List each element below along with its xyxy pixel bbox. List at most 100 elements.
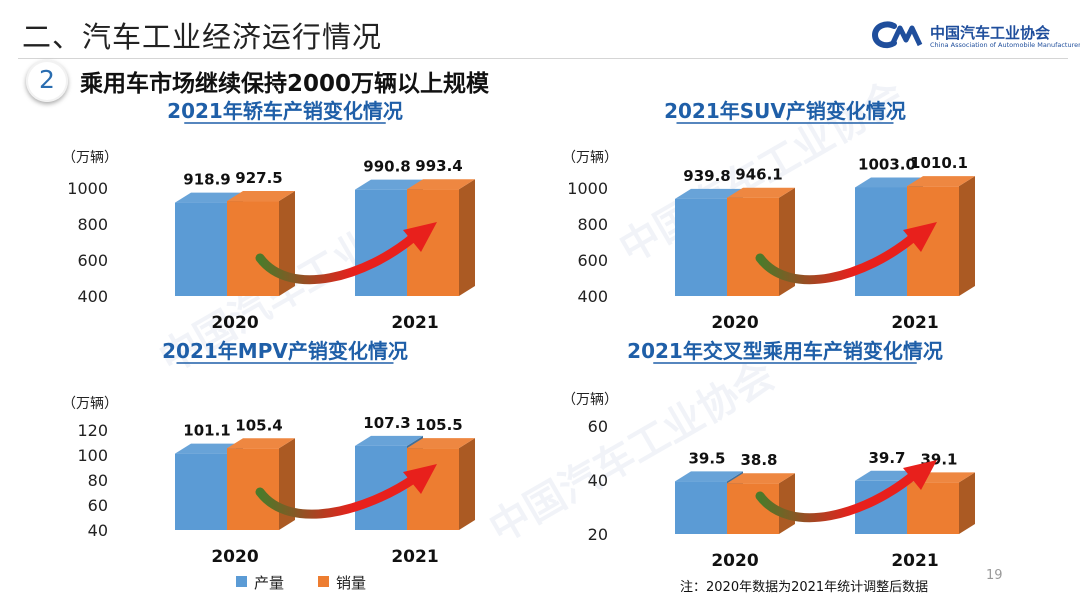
y-tick-label: 80 xyxy=(88,471,108,490)
bar-top-production-2020 xyxy=(675,188,743,199)
growth-arrow xyxy=(255,473,420,519)
bar-side-sales-2020 xyxy=(779,473,795,534)
y-axis-unit: （万辆） xyxy=(562,392,618,408)
y-tick-label: 60 xyxy=(588,417,608,436)
chart-title: 2021年MPV产销变化情况 xyxy=(162,339,408,363)
chart-title: 2021年SUV产销变化情况 xyxy=(664,99,906,123)
bar-production-2020 xyxy=(675,198,727,296)
logo-chinese-name: 中国汽车工业协会 xyxy=(930,24,1051,42)
y-axis-unit: （万辆） xyxy=(562,150,618,166)
y-axis-unit: （万辆） xyxy=(62,150,118,166)
x-tick-label-2020: 2020 xyxy=(711,313,758,333)
x-tick-label-2020: 2020 xyxy=(211,547,258,567)
chart-panel-mpv: 2021年MPV产销变化情况 （万辆） 40 60 80 100 120 101.1 105.4… xyxy=(60,336,510,572)
y-tick-label: 60 xyxy=(88,496,108,515)
y-tick-label: 800 xyxy=(77,215,108,234)
data-label-sales-2021: 1010.1 xyxy=(910,154,968,172)
logo-english-name: China Association of Automobile Manufact… xyxy=(930,41,1080,49)
bar-sales-2021 xyxy=(907,482,959,534)
chart-sedan: 2021年轿车产销变化情况 （万辆） 400 600 800 1000 918.9 927.5… xyxy=(62,99,475,333)
chart-title: 2021年轿车产销变化情况 xyxy=(167,99,403,123)
subtitle-number: 2 xyxy=(39,65,55,94)
x-tick-label-2020: 2020 xyxy=(211,313,258,333)
y-tick-label: 400 xyxy=(577,287,608,306)
bar-side-sales-2021 xyxy=(959,472,975,534)
legend-swatch-sales xyxy=(318,576,329,587)
data-label-production-2021: 107.3 xyxy=(363,414,410,432)
bar-top-production-2020 xyxy=(175,443,243,454)
growth-arrow-head xyxy=(403,464,437,494)
bar-top-production-2020 xyxy=(175,192,243,203)
y-axis-unit: （万辆） xyxy=(62,396,118,412)
x-tick-label-2020: 2020 xyxy=(711,551,758,571)
legend-swatch-production xyxy=(236,576,247,587)
data-label-sales-2020: 105.4 xyxy=(235,416,282,434)
legend-label-sales: 销量 xyxy=(336,574,367,592)
data-label-production-2020: 918.9 xyxy=(183,171,230,189)
chart-crossover: 2021年交叉型乘用车产销变化情况 （万辆） 20 40 60 39.5 38.8 2020 3… xyxy=(562,339,975,571)
y-tick-label: 1000 xyxy=(67,179,108,198)
data-label-production-2020: 101.1 xyxy=(183,422,230,440)
y-tick-label: 600 xyxy=(577,251,608,270)
caam-logo-icon xyxy=(872,21,923,49)
data-label-production-2020: 939.8 xyxy=(683,167,730,185)
bar-production-2020 xyxy=(175,453,227,530)
bar-production-2021 xyxy=(355,189,407,296)
bar-top-sales-2020 xyxy=(727,473,795,484)
bar-top-sales-2020 xyxy=(727,187,795,198)
bar-top-sales-2021 xyxy=(407,438,475,449)
growth-arrow-head xyxy=(903,222,937,252)
bar-top-sales-2020 xyxy=(227,438,295,449)
bar-top-production-2021 xyxy=(855,177,923,188)
bar-side-sales-2021 xyxy=(459,438,475,530)
data-label-sales-2021: 993.4 xyxy=(415,157,462,175)
y-tick-label: 40 xyxy=(588,471,608,490)
chart-panel-crossover: 2021年交叉型乘用车产销变化情况 （万辆） 20 40 60 39.5 38.8 2020 3… xyxy=(560,336,1010,572)
y-tick-label: 120 xyxy=(77,421,108,440)
y-tick-label: 40 xyxy=(88,521,108,540)
bar-side-sales-2021 xyxy=(959,176,975,296)
page-number: 19 xyxy=(986,568,1003,583)
growth-arrow-head xyxy=(403,222,437,252)
section-title: 二、汽车工业经济运行情况 xyxy=(22,20,383,54)
y-tick-label: 800 xyxy=(577,215,608,234)
chart-suv: 2021年SUV产销变化情况 （万辆） 400 600 800 1000 939.8 946.… xyxy=(562,99,975,333)
header-divider xyxy=(18,58,1068,59)
x-tick-label-2021: 2021 xyxy=(391,313,438,333)
chart-panel-suv: 2021年SUV产销变化情况 （万辆） 400 600 800 1000 939.8 946.… xyxy=(560,96,1010,336)
bar-top-sales-2021 xyxy=(907,176,975,187)
bar-top-production-2020 xyxy=(675,471,743,482)
x-tick-label-2021: 2021 xyxy=(891,313,938,333)
data-label-sales-2020: 38.8 xyxy=(740,451,777,469)
growth-arrow xyxy=(255,231,420,285)
x-tick-label-2021: 2021 xyxy=(891,551,938,571)
bar-sales-2020 xyxy=(227,201,279,296)
bar-top-sales-2021 xyxy=(407,179,475,190)
y-tick-label: 400 xyxy=(77,287,108,306)
x-tick-label-2021: 2021 xyxy=(391,547,438,567)
y-tick-label: 100 xyxy=(77,446,108,465)
chart-panel-sedan: 2021年轿车产销变化情况 （万辆） 400 600 800 1000 918.9 927.5… xyxy=(60,96,510,336)
slide-subtitle: 乘用车市场继续保持2000万辆以上规模 xyxy=(80,71,490,97)
growth-arrow xyxy=(755,469,920,523)
legend-label-production: 产量 xyxy=(254,574,285,592)
growth-arrow-head xyxy=(903,460,937,490)
data-label-production-2020: 39.5 xyxy=(688,449,725,467)
bar-sales-2021 xyxy=(407,448,459,530)
data-label-sales-2021: 105.5 xyxy=(415,416,462,434)
footnote: 注：2020年数据为2021年统计调整后数据 xyxy=(680,580,929,595)
y-tick-label: 600 xyxy=(77,251,108,270)
chart-title: 2021年交叉型乘用车产销变化情况 xyxy=(627,339,943,363)
bar-sales-2020 xyxy=(727,197,779,296)
bar-side-sales-2020 xyxy=(279,191,295,296)
data-label-sales-2020: 946.1 xyxy=(735,166,782,184)
bar-top-sales-2020 xyxy=(227,191,295,202)
data-label-production-2021: 39.7 xyxy=(868,449,905,467)
data-label-production-2021: 1003.0 xyxy=(858,155,916,173)
bar-production-2020 xyxy=(175,202,227,296)
bar-side-sales-2021 xyxy=(459,179,475,296)
y-tick-label: 20 xyxy=(588,525,608,544)
bar-sales-2020 xyxy=(227,448,279,530)
bar-top-production-2021 xyxy=(355,435,423,446)
y-tick-label: 1000 xyxy=(567,179,608,198)
